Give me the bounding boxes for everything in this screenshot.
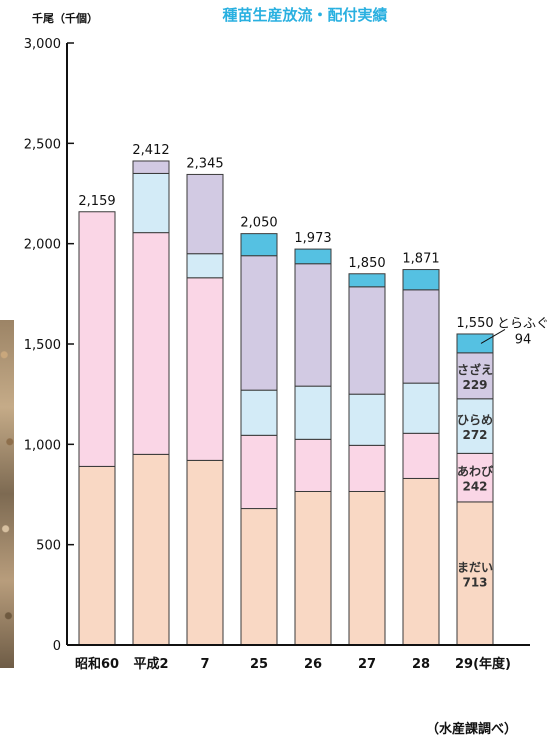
bar-segment-torafugu: [348, 273, 386, 288]
bar-segment-torafugu: [294, 248, 332, 265]
x-tick-label: 28: [412, 657, 430, 672]
segment-name-madai: まだい: [457, 560, 493, 574]
y-tick-label: 1,500: [24, 338, 61, 353]
bar-segment-torafugu: [240, 233, 278, 257]
x-tick-label: 27: [358, 657, 376, 672]
x-tick-label: 7: [200, 657, 209, 672]
bar-segment-torafugu: [456, 333, 494, 354]
bar-segment-sazae: [294, 263, 332, 387]
bar-segment-hirame: [348, 393, 386, 446]
bar-segment-madai: [348, 490, 386, 646]
bar-total-label: 2,050: [240, 216, 277, 231]
bar-segment-hirame: [240, 389, 278, 436]
y-tick-label: 2,000: [24, 238, 61, 253]
bar-segment-awabi: [186, 277, 224, 461]
x-tick-label: 29(年度): [455, 656, 511, 672]
bar-segment-awabi: [348, 444, 386, 492]
bar-segment-awabi: [402, 432, 440, 479]
bar-segment-hirame: [456, 398, 494, 454]
bar-segment-awabi: [456, 452, 494, 503]
segment-name-hirame: ひらめ: [457, 413, 493, 427]
bar-segment-madai: [78, 465, 116, 646]
bar-segment-madai: [132, 453, 170, 646]
y-tick-label: 0: [53, 639, 61, 654]
callout-value-torafugu: 94: [515, 332, 532, 347]
bar-segment-sazae: [132, 160, 170, 174]
bar-segment-sazae: [348, 286, 386, 395]
bar-total-label: 2,159: [78, 194, 115, 209]
bar-segment-awabi: [294, 438, 332, 492]
y-tick-label: 1,000: [24, 438, 61, 453]
bar-total-label: 1,850: [348, 256, 385, 271]
bar-total-label: 1,973: [294, 231, 331, 246]
background-photo-strip: [0, 320, 14, 668]
axes-group: 0 500 1,000 1,500 2,000 2,500 3,000 昭和60 平成2 7 25 2…: [24, 37, 530, 672]
source-note: （水産課調べ）: [425, 722, 517, 737]
y-tick-label: 500: [36, 539, 61, 554]
bar-segment-sazae: [456, 352, 494, 400]
x-tick-label: 26: [304, 657, 322, 672]
bar-segment-madai: [294, 490, 332, 646]
callout-leader-line: [480, 328, 506, 344]
segment-name-awabi: あわび: [457, 464, 494, 479]
segment-value-madai: 713: [462, 575, 487, 589]
bar-segment-sazae: [402, 289, 440, 384]
bars-group: 2,159 2,412 2,345 2,050 1,973 1,850 1,871 1,550…: [78, 143, 549, 646]
bar-segment-hirame: [294, 385, 332, 440]
bar-segment-madai: [240, 508, 278, 646]
bar-total-label: 1,871: [402, 252, 439, 267]
bar-total-label: 2,345: [186, 156, 223, 171]
bar-segment-awabi: [132, 232, 170, 455]
y-tick-label: 2,500: [24, 137, 61, 152]
bar-segment-madai: [456, 501, 494, 646]
y-axis-unit-label: 千尾（千個）: [32, 11, 98, 25]
segment-value-sazae: 229: [462, 378, 487, 392]
bar-segment-hirame: [186, 253, 224, 279]
segment-value-awabi: 242: [462, 480, 487, 494]
x-tick-label: 平成2: [133, 656, 168, 672]
bar-segment-awabi: [78, 211, 116, 467]
bar-segment-sazae: [186, 173, 224, 255]
segment-name-sazae: さざえ: [457, 362, 493, 377]
y-tick-label: 3,000: [24, 37, 61, 52]
bar-segment-awabi: [240, 434, 278, 510]
bar-segment-hirame: [402, 382, 440, 434]
segment-value-hirame: 272: [462, 428, 487, 442]
bar-segment-torafugu: [402, 269, 440, 291]
x-tick-label: 昭和60: [75, 656, 119, 672]
bar-segment-madai: [402, 477, 440, 646]
bar-segment-madai: [186, 459, 224, 646]
bar-total-label: 1,550: [456, 316, 493, 331]
x-tick-label: 25: [250, 657, 268, 672]
bar-total-label: 2,412: [132, 143, 169, 158]
chart-title: 種苗生産放流・配付実績: [222, 6, 387, 24]
callout-name-torafugu: とらふぐ: [497, 316, 549, 331]
bar-segment-sazae: [240, 255, 278, 391]
bar-segment-hirame: [132, 172, 170, 234]
